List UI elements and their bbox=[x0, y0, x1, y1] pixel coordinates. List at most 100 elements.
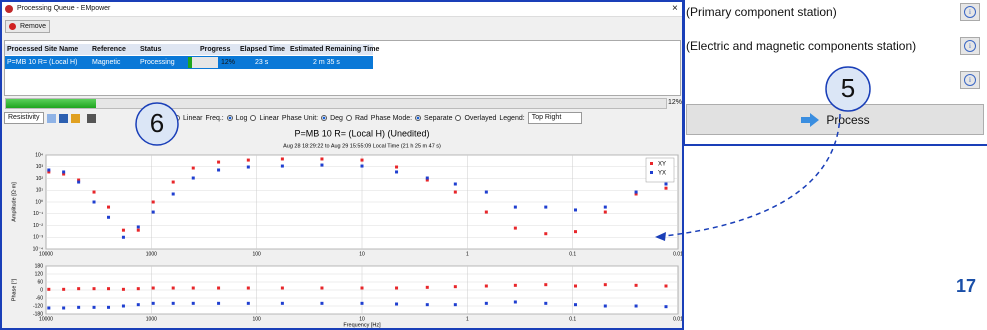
data-point bbox=[425, 176, 429, 180]
data-point bbox=[513, 300, 517, 304]
data-point bbox=[634, 283, 638, 287]
radio-button[interactable] bbox=[226, 115, 233, 121]
radio-button[interactable] bbox=[345, 115, 352, 121]
data-point bbox=[121, 287, 125, 291]
data-point bbox=[136, 225, 140, 229]
overall-progress bbox=[5, 98, 667, 109]
x-tick-label: 100 bbox=[252, 316, 261, 322]
data-point bbox=[77, 305, 81, 309]
tool-icon[interactable] bbox=[58, 113, 68, 123]
data-point bbox=[171, 192, 175, 196]
x-tick-label: 1 bbox=[466, 251, 469, 257]
data-point bbox=[136, 228, 140, 232]
radio-button[interactable] bbox=[321, 115, 328, 121]
data-point bbox=[664, 284, 668, 288]
y-axis-label: Amplitude [Ω·m] bbox=[11, 182, 17, 222]
close-button[interactable]: × bbox=[672, 3, 678, 14]
data-point bbox=[453, 285, 457, 289]
tool-icon[interactable] bbox=[46, 113, 56, 123]
data-point bbox=[280, 286, 284, 290]
data-point bbox=[47, 287, 51, 291]
y-tick-label: 120 bbox=[35, 271, 44, 277]
data-point bbox=[191, 286, 195, 290]
table-cell: 23 s bbox=[255, 59, 269, 66]
data-point bbox=[453, 190, 457, 194]
page-number: 17 bbox=[956, 276, 976, 296]
plot-select[interactable]: Resistivity bbox=[4, 112, 44, 124]
x-tick-label: 0.1 bbox=[569, 316, 576, 322]
data-point bbox=[246, 158, 250, 162]
data-point bbox=[484, 210, 488, 214]
toolbar-label: Linear bbox=[183, 114, 203, 122]
data-point bbox=[280, 157, 284, 161]
table-cell: 2 m 35 s bbox=[313, 59, 340, 66]
y-tick-label: 60 bbox=[37, 279, 43, 285]
data-point bbox=[217, 301, 221, 305]
row-progress-text: 12% bbox=[221, 59, 236, 66]
table-row[interactable]: P=MB 10 R= (Local H) Magnetic Processing 12… bbox=[5, 56, 373, 69]
remove-button[interactable]: Remove bbox=[5, 20, 51, 33]
table-header: Processed Site Name Reference Status Progre… bbox=[5, 44, 379, 55]
data-point bbox=[634, 192, 638, 196]
data-point bbox=[360, 164, 364, 168]
data-point bbox=[191, 166, 195, 170]
panel-border bbox=[683, 0, 685, 145]
row-progress-track bbox=[188, 57, 218, 68]
data-point bbox=[360, 158, 364, 162]
data-point bbox=[544, 283, 548, 287]
y-tick-label: -180 bbox=[33, 311, 43, 317]
data-point bbox=[121, 304, 125, 308]
data-point bbox=[395, 302, 399, 306]
data-point bbox=[484, 284, 488, 288]
x-tick-label: 10 bbox=[359, 316, 365, 322]
data-point bbox=[425, 303, 429, 307]
info-button[interactable]: i bbox=[960, 3, 980, 21]
data-point bbox=[573, 208, 577, 212]
column-header: Elapsed Time bbox=[240, 46, 286, 53]
process-label: Process bbox=[826, 112, 870, 127]
radio-button[interactable] bbox=[455, 115, 462, 121]
x-axis-label: Frequency [Hz] bbox=[343, 322, 381, 328]
data-point bbox=[484, 301, 488, 305]
column-header: Status bbox=[140, 46, 162, 53]
data-point bbox=[107, 287, 111, 291]
y-tick-label: 10¹ bbox=[36, 188, 44, 194]
data-point bbox=[107, 215, 111, 219]
legend-swatch bbox=[650, 171, 653, 174]
toolbar-label: Overlayed bbox=[464, 114, 497, 122]
radio-button[interactable] bbox=[250, 115, 257, 121]
data-point bbox=[121, 228, 125, 232]
process-button[interactable]: Process bbox=[686, 104, 984, 135]
data-point bbox=[320, 157, 324, 161]
info-button[interactable]: i bbox=[960, 71, 980, 89]
column-header: Progress bbox=[200, 46, 231, 53]
legend-select[interactable]: Top Right bbox=[527, 112, 582, 124]
radio-button[interactable] bbox=[174, 115, 180, 121]
remove-icon bbox=[9, 23, 16, 30]
data-point bbox=[664, 305, 668, 309]
data-point bbox=[47, 168, 51, 172]
data-point bbox=[425, 285, 429, 289]
title-bar: Processing Queue - EMpower × bbox=[2, 2, 682, 17]
toolbar-label: Rad bbox=[354, 114, 368, 122]
tool-icon[interactable] bbox=[70, 113, 80, 123]
data-point bbox=[92, 200, 96, 204]
radio-button[interactable] bbox=[415, 115, 422, 121]
table-cell: P=MB 10 R= (Local H) bbox=[7, 59, 78, 66]
data-point bbox=[513, 283, 517, 287]
toolbar-label: Legend: bbox=[499, 114, 525, 122]
data-point bbox=[246, 165, 250, 169]
toolbar-label: Phase Mode: bbox=[370, 114, 413, 122]
column-header: Reference bbox=[92, 46, 126, 53]
data-point bbox=[320, 163, 324, 167]
panel-border bbox=[683, 144, 987, 146]
data-point bbox=[513, 205, 517, 209]
info-button[interactable]: i bbox=[960, 37, 980, 55]
progress-fill bbox=[6, 99, 96, 108]
station-label: (Electric and magnetic components statio… bbox=[686, 39, 917, 53]
x-tick-label: 10000 bbox=[39, 251, 53, 257]
data-point bbox=[425, 178, 429, 182]
data-point bbox=[544, 301, 548, 305]
x-tick-label: 1000 bbox=[146, 251, 157, 257]
print-icon[interactable] bbox=[86, 113, 96, 123]
